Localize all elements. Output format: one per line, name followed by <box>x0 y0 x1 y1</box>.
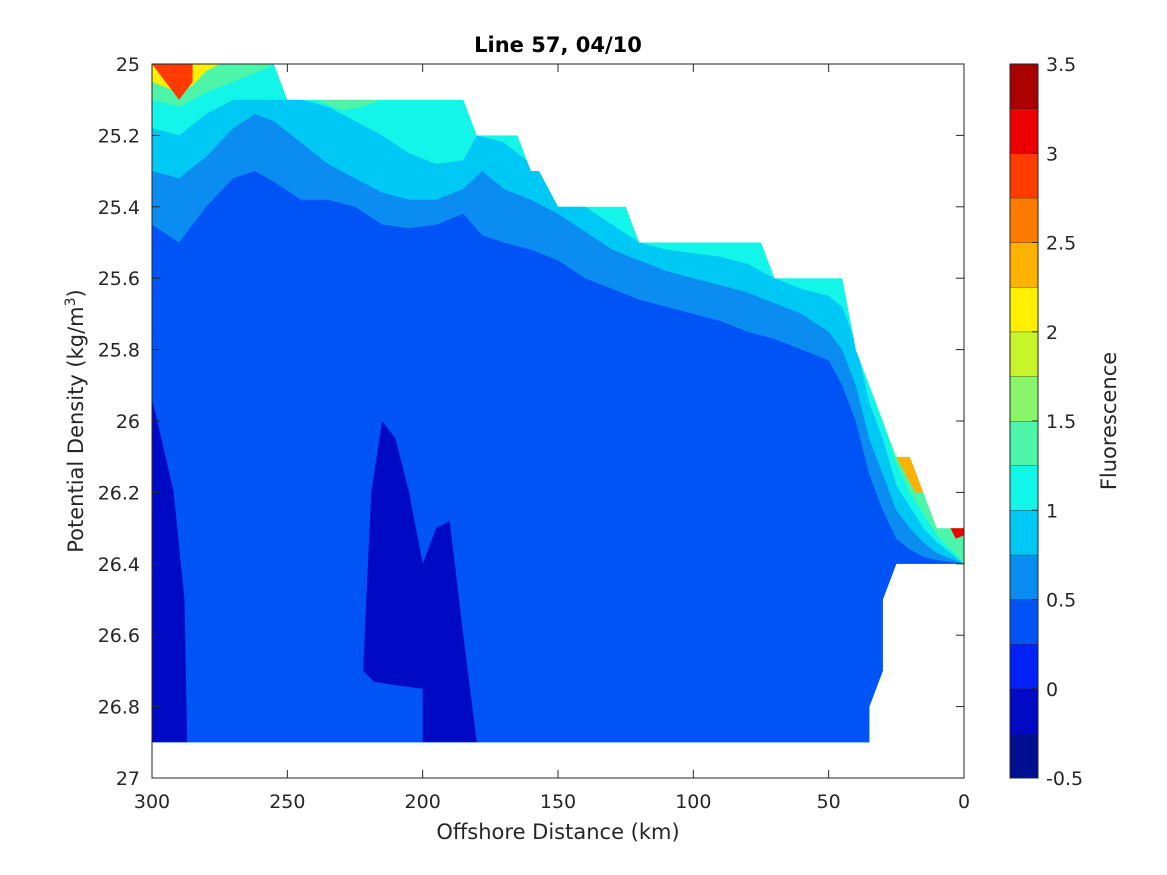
y-axis-label-main: Potential Density (kg/m <box>64 306 88 552</box>
contour-minimum-1 <box>363 421 477 743</box>
colorbar-tick-label: -0.5 <box>1046 768 1083 790</box>
y-axis-label-superscript: 3 <box>63 297 79 306</box>
colorbar-tick-label: 2 <box>1046 322 1058 344</box>
colorbar-band <box>1010 554 1038 600</box>
colorbar-band <box>1010 287 1038 332</box>
x-tick-label: 50 <box>817 791 841 813</box>
x-tick-label: 0 <box>958 791 970 813</box>
colorbar-band <box>1010 510 1038 555</box>
contour-patch-2 <box>896 456 924 493</box>
colorbar-tick-label: 1.5 <box>1046 411 1076 433</box>
y-tick-label: 26.4 <box>98 554 140 576</box>
x-tick-label: 250 <box>269 791 305 813</box>
x-tick-label: 200 <box>405 791 441 813</box>
colorbar-band <box>1010 465 1038 511</box>
colorbar-band <box>1010 599 1038 645</box>
y-axis-ticks: 25 25.2 25.4 25.6 25.8 26 26.2 26.4 26.6 26.8 27 <box>98 54 964 790</box>
colorbar-band <box>1010 644 1038 689</box>
contour-patch-0 <box>314 99 383 111</box>
y-tick-label: 26 <box>116 411 140 433</box>
colorbar-band <box>1010 733 1038 778</box>
x-tick-label: 300 <box>134 791 170 813</box>
colorbar-tick-label: 3.5 <box>1046 54 1076 76</box>
y-tick-label: 25.6 <box>98 268 140 290</box>
colorbar-label: Fluorescence <box>1097 352 1121 490</box>
colorbar-band <box>1010 688 1038 734</box>
colorbar-band <box>1010 64 1038 109</box>
colorbar-ticks: -0.5 0 0.5 1 1.5 2 2.5 3 3.5 <box>1032 54 1083 790</box>
chart-title: Line 57, 04/10 <box>474 33 642 57</box>
y-tick-label: 26.8 <box>98 697 140 719</box>
contour-hotspot-1 <box>152 64 193 100</box>
colorbar-band <box>1010 108 1038 154</box>
y-tick-label: 25 <box>116 54 140 76</box>
contour-band-3 <box>152 171 964 743</box>
colorbar-band <box>1010 153 1038 198</box>
plot-area: 300 250 200 150 100 50 0 2525.225.425.625.8262… <box>98 54 970 813</box>
colorbar-tick-label: 2.5 <box>1046 233 1076 255</box>
x-tick-label: 100 <box>675 791 711 813</box>
y-tick-label: 25.2 <box>98 125 140 147</box>
contour-minimum-0 <box>152 399 188 743</box>
colorbar-band <box>1010 421 1038 466</box>
x-axis-label: Offshore Distance (km) <box>436 820 679 844</box>
y-tick-label: 26.2 <box>98 482 140 504</box>
colorbar-tick-label: 3 <box>1046 143 1058 165</box>
y-tick-label: 27 <box>116 768 140 790</box>
y-tick-label: 26.6 <box>98 625 140 647</box>
colorbar-tick-label: 1 <box>1046 500 1058 522</box>
colorbar-tick-label: 0.5 <box>1046 590 1076 612</box>
x-tick-label: 150 <box>540 791 576 813</box>
colorbar-tick-label: 0 <box>1046 679 1058 701</box>
x-axis-ticks: 300 250 200 150 100 50 0 <box>134 64 970 813</box>
y-axis-label-close: ) <box>64 289 88 297</box>
y-tick-label: 25.8 <box>98 340 140 362</box>
y-tick-label: 25.4 <box>98 197 140 219</box>
colorbar: -0.5 0 0.5 1 1.5 2 2.5 3 3.5 <box>1009 54 1083 790</box>
contour-fills <box>152 64 964 743</box>
colorbar-band <box>1010 197 1038 243</box>
colorbar-band <box>1010 331 1038 377</box>
y-axis-label: Potential Density (kg/m3) <box>63 289 88 553</box>
contour-patch-3 <box>950 528 964 539</box>
colorbar-band <box>1010 376 1038 421</box>
colorbar-band <box>1010 242 1038 288</box>
